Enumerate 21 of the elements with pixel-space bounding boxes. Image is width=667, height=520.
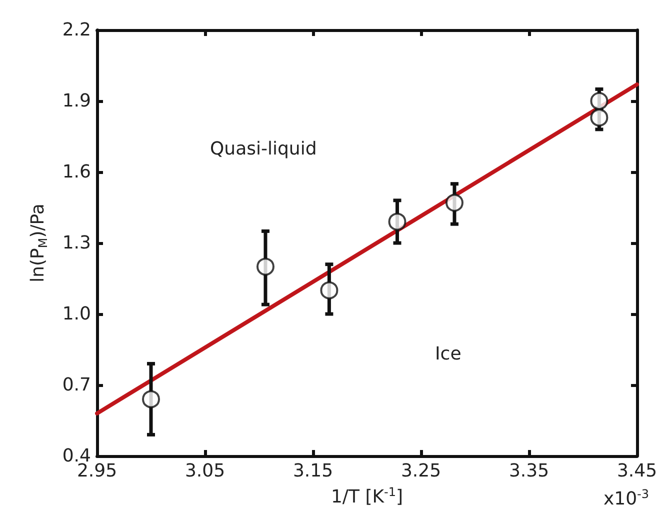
x-tick-label: 3.25 <box>400 460 442 482</box>
y-tick-label: 1.0 <box>62 304 91 324</box>
point <box>320 281 338 300</box>
point <box>256 258 274 276</box>
point <box>590 108 608 127</box>
y-tick-label: 1.9 <box>62 90 91 112</box>
annotation: Ice <box>435 344 462 364</box>
x-tick-label: 3.45 <box>616 460 658 482</box>
x-tick-label: 3.35 <box>508 460 550 482</box>
x-tick-label: 3.15 <box>292 460 334 482</box>
y-tick-label: 0.7 <box>62 374 91 396</box>
y-tick-label: 1.6 <box>62 162 91 182</box>
point <box>445 194 464 212</box>
y-tick-label: 2.2 <box>62 20 91 40</box>
x-tick-label: 3.05 <box>184 460 226 482</box>
point <box>142 390 160 408</box>
y-tick-label: 1.3 <box>62 232 91 254</box>
point <box>590 92 608 110</box>
annotation: Quasi-liquid <box>210 138 317 160</box>
point <box>388 212 406 231</box>
y-axis-title: ln(PM)/Pa <box>28 204 50 282</box>
